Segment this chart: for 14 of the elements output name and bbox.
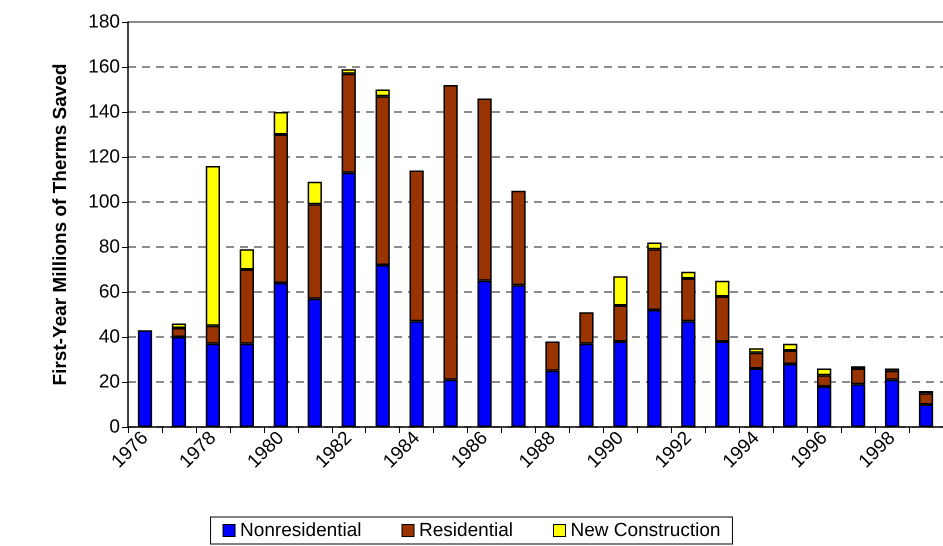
y-tick-label: 140: [88, 102, 120, 122]
y-tick-label: 0: [109, 416, 120, 438]
y-tick-label: 40: [98, 326, 120, 348]
legend-label: New Construction: [570, 520, 720, 541]
y-tick-label: 120: [88, 146, 120, 168]
legend-label: Nonresidential: [240, 520, 362, 541]
y-tick-label: 20: [98, 372, 120, 392]
y-tick-label: 80: [98, 236, 120, 258]
y-tick-label: 160: [88, 56, 120, 78]
y-tick-label: 100: [88, 192, 120, 212]
legend-label: Residential: [419, 520, 514, 541]
y-axis-title: First-Year Millions of Therms Saved: [50, 63, 71, 386]
y-tick-label: 60: [98, 282, 120, 302]
y-tick-label: 180: [88, 12, 120, 32]
